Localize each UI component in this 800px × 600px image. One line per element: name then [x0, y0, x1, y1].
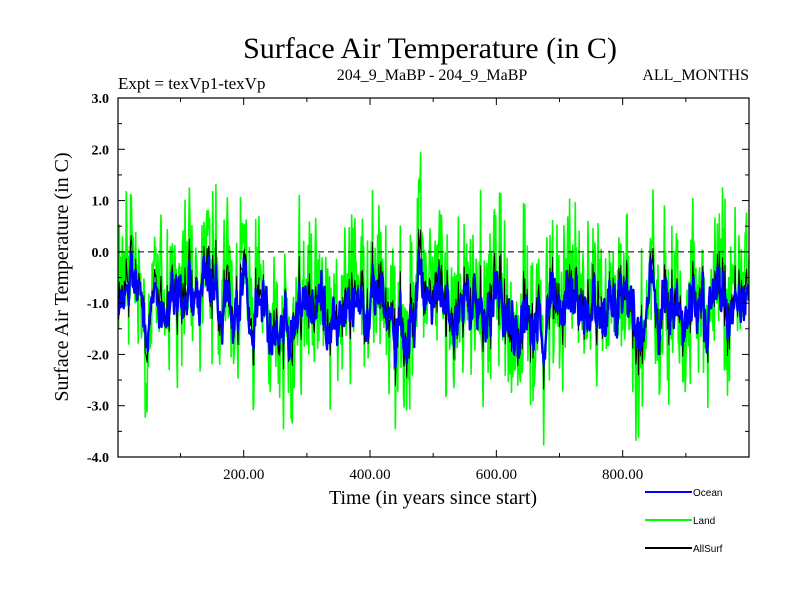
legend: Ocean Land AllSurf [645, 488, 723, 555]
legend-label-allsurf: AllSurf [693, 544, 723, 555]
y-axis: 3.0 2.0 1.0 0.0 -1.0 -2.0 -3.0 -4.0 [87, 92, 749, 466]
y-tick-label: 1.0 [92, 195, 110, 210]
months-label: ALL_MONTHS [642, 67, 749, 84]
y-tick-label: -1.0 [87, 297, 109, 312]
y-tick-label: -2.0 [87, 348, 109, 363]
x-axis-label: Time (in years since start) [329, 487, 537, 509]
x-tick-label: 200.00 [223, 467, 264, 483]
y-axis-label: Surface Air Temperature (in C) [51, 152, 73, 401]
y-tick-label: 0.0 [92, 246, 110, 261]
y-tick-label: 2.0 [92, 143, 110, 158]
series-ocean-line [118, 249, 749, 369]
legend-label-ocean: Ocean [693, 488, 722, 499]
y-tick-label: -4.0 [87, 451, 109, 466]
x-axis: 200.00 400.00 600.00 800.00 [180, 98, 687, 483]
x-tick-label: 800.00 [602, 467, 643, 483]
period-label: 204_9_MaBP - 204_9_MaBP [337, 67, 528, 84]
experiment-label: Expt = texVp1-texVp [118, 74, 265, 93]
x-tick-label: 400.00 [349, 467, 390, 483]
legend-label-land: Land [693, 516, 715, 527]
y-tick-label: 3.0 [92, 92, 110, 107]
series-layer [118, 151, 749, 446]
y-tick-label: -3.0 [87, 400, 109, 415]
chart-title: Surface Air Temperature (in C) [243, 32, 617, 65]
x-tick-label: 600.00 [476, 467, 517, 483]
